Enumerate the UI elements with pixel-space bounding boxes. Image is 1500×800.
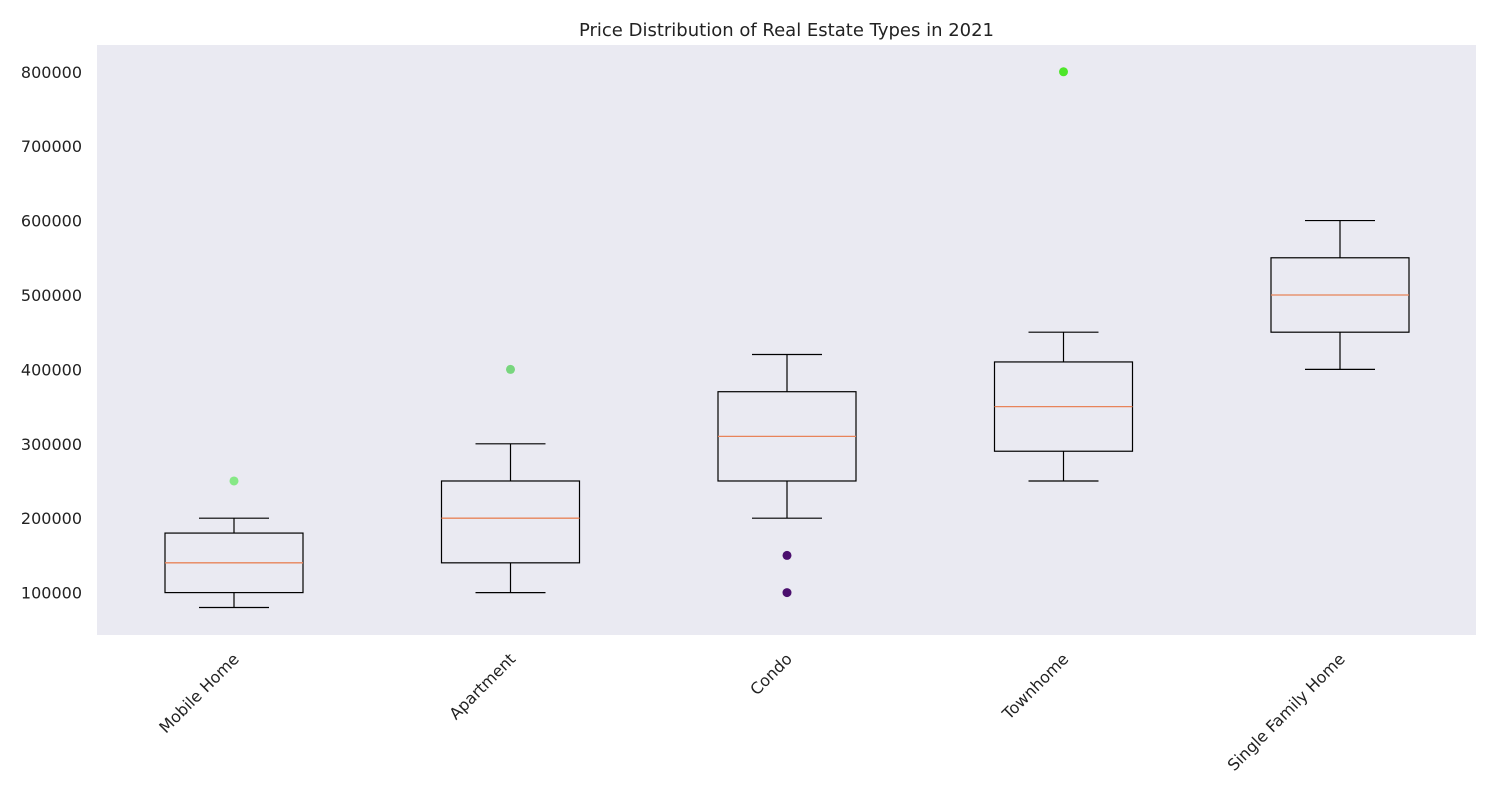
box-body <box>440 480 581 564</box>
box-apartment <box>440 364 581 594</box>
outlier-point <box>229 476 239 486</box>
y-tick-label: 300000 <box>21 435 82 454</box>
plot-area <box>97 45 1476 635</box>
y-tick-label: 500000 <box>21 286 82 305</box>
box-condo <box>717 353 857 598</box>
y-tick-label: 600000 <box>21 212 82 231</box>
box-townhome <box>993 67 1134 482</box>
y-tick-label: 200000 <box>21 509 82 528</box>
outlier-point <box>506 364 515 374</box>
boxes <box>164 67 1410 609</box>
box-single-family-home <box>1270 219 1410 370</box>
outlier-point <box>782 550 792 560</box>
x-tick-label: Mobile Home <box>155 649 243 737</box>
box-mobile-home <box>164 476 304 609</box>
chart-title: Price Distribution of Real Estate Types … <box>579 20 994 41</box>
x-tick-label: Single Family Home <box>1224 649 1349 774</box>
x-tick-label: Apartment <box>445 649 519 723</box>
x-axis-ticks: Mobile Home Apartment Condo Townhome Single … <box>155 649 1349 774</box>
x-tick-label: Condo <box>746 649 796 699</box>
y-axis-ticks: 100000 200000 300000 400000 500000 600000 7000… <box>21 63 82 603</box>
y-tick-label: 400000 <box>21 360 82 379</box>
y-tick-label: 700000 <box>21 137 82 156</box>
y-tick-label: 100000 <box>21 584 82 603</box>
y-tick-label: 800000 <box>21 63 82 82</box>
outlier-point <box>1059 67 1068 77</box>
x-tick-label: Townhome <box>998 649 1073 724</box>
outlier-point <box>782 588 792 598</box>
